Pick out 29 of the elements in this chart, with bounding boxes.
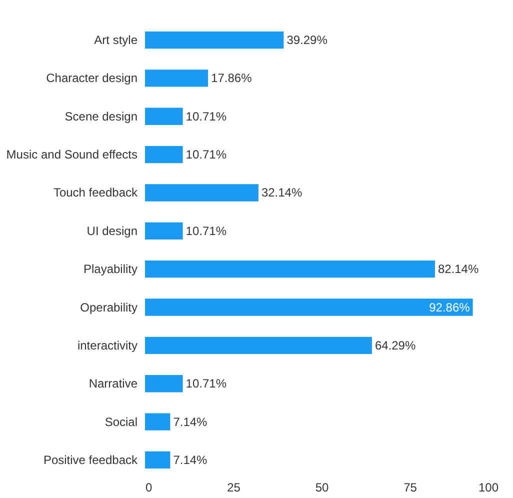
data-label: 7.14% <box>173 414 208 429</box>
x-tick-label: 0 <box>146 480 152 494</box>
y-tick-label: Narrative <box>88 376 138 391</box>
data-label: 32.14% <box>261 186 302 200</box>
y-tick-label: Social <box>104 414 138 429</box>
x-tick-label: 75 <box>404 480 418 494</box>
data-label: 64.29% <box>374 338 416 352</box>
y-tick-label: UI design <box>86 224 138 238</box>
x-tick-label: 25 <box>227 480 241 494</box>
y-tick-label: Operability <box>80 300 138 314</box>
y-tick-label: Touch feedback <box>53 186 138 200</box>
y-tick-label: Positive feedback <box>43 452 138 467</box>
data-label: 7.14% <box>173 452 208 467</box>
y-tick-label: Character design <box>46 71 138 86</box>
data-label: 82.14% <box>438 262 479 276</box>
data-label: 17.86% <box>211 71 252 86</box>
data-label: 10.71% <box>186 148 227 162</box>
data-label: 10.71% <box>186 224 227 238</box>
y-tick-label: Music and Sound effects <box>6 148 138 162</box>
y-tick-label: interactivity <box>77 338 138 352</box>
data-label: 92.86% <box>429 300 470 314</box>
y-tick-label: Scene design <box>64 109 138 124</box>
y-tick-label: Playability <box>83 262 138 276</box>
x-tick-label: 50 <box>315 480 329 494</box>
data-label: 10.71% <box>186 109 227 124</box>
x-tick-label: 100 <box>478 480 499 494</box>
data-label: 39.29% <box>286 33 328 48</box>
data-label: 10.71% <box>186 376 227 391</box>
y-tick-label: Art style <box>94 33 138 48</box>
